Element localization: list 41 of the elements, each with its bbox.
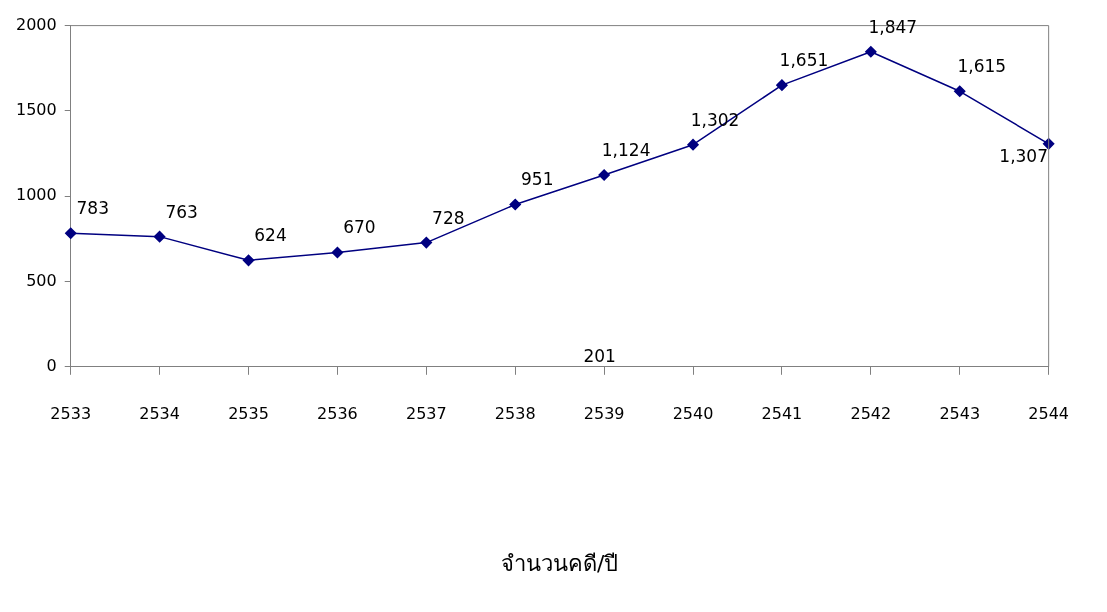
y-tick-label: 500 <box>26 270 57 290</box>
data-label: 1,847 <box>868 16 918 37</box>
y-tick-label: 0 <box>46 355 57 375</box>
data-label: 1,124 <box>601 139 651 160</box>
x-tick-label: 2540 <box>672 403 714 423</box>
text: จำนวนคดี/ปี <box>500 550 619 576</box>
point <box>776 79 788 91</box>
x-tick-label: 2535 <box>228 403 269 423</box>
y-tick-label: 2000 <box>16 14 57 34</box>
point <box>420 236 433 249</box>
y-tick-label: 1000 <box>16 185 57 205</box>
data-label: 624 <box>254 225 287 246</box>
point <box>687 138 699 151</box>
point <box>598 169 610 181</box>
x-tick-label: 2541 <box>761 403 803 423</box>
x-tick-label: 2538 <box>494 403 536 423</box>
data-label: 1,615 <box>957 56 1007 77</box>
point <box>509 198 521 211</box>
x-tick-label: 2537 <box>405 403 447 423</box>
point <box>865 45 877 58</box>
data-label: 670 <box>343 217 376 238</box>
annotation: 201 <box>583 345 616 366</box>
x-tick-label: 2536 <box>317 403 358 423</box>
point <box>331 246 344 259</box>
data-label: 728 <box>432 207 465 228</box>
point <box>153 230 166 243</box>
point <box>242 254 255 267</box>
x-tick-label: 2542 <box>850 403 892 423</box>
x-tick-label: 2539 <box>583 403 625 423</box>
x-tick-label: 2533 <box>50 403 92 423</box>
data-label: 763 <box>165 201 198 222</box>
x-tick-label: 2544 <box>1028 403 1069 423</box>
data-label: 783 <box>76 198 109 219</box>
y-tick-label: 1500 <box>16 100 57 120</box>
data-label: 951 <box>521 169 554 190</box>
data-label: 1,651 <box>779 50 829 71</box>
point <box>64 227 77 239</box>
x-tick-label: 2534 <box>139 403 180 423</box>
x-tick-label: 2543 <box>939 403 981 423</box>
point <box>953 85 966 98</box>
data-label: 1,307 <box>999 145 1048 166</box>
